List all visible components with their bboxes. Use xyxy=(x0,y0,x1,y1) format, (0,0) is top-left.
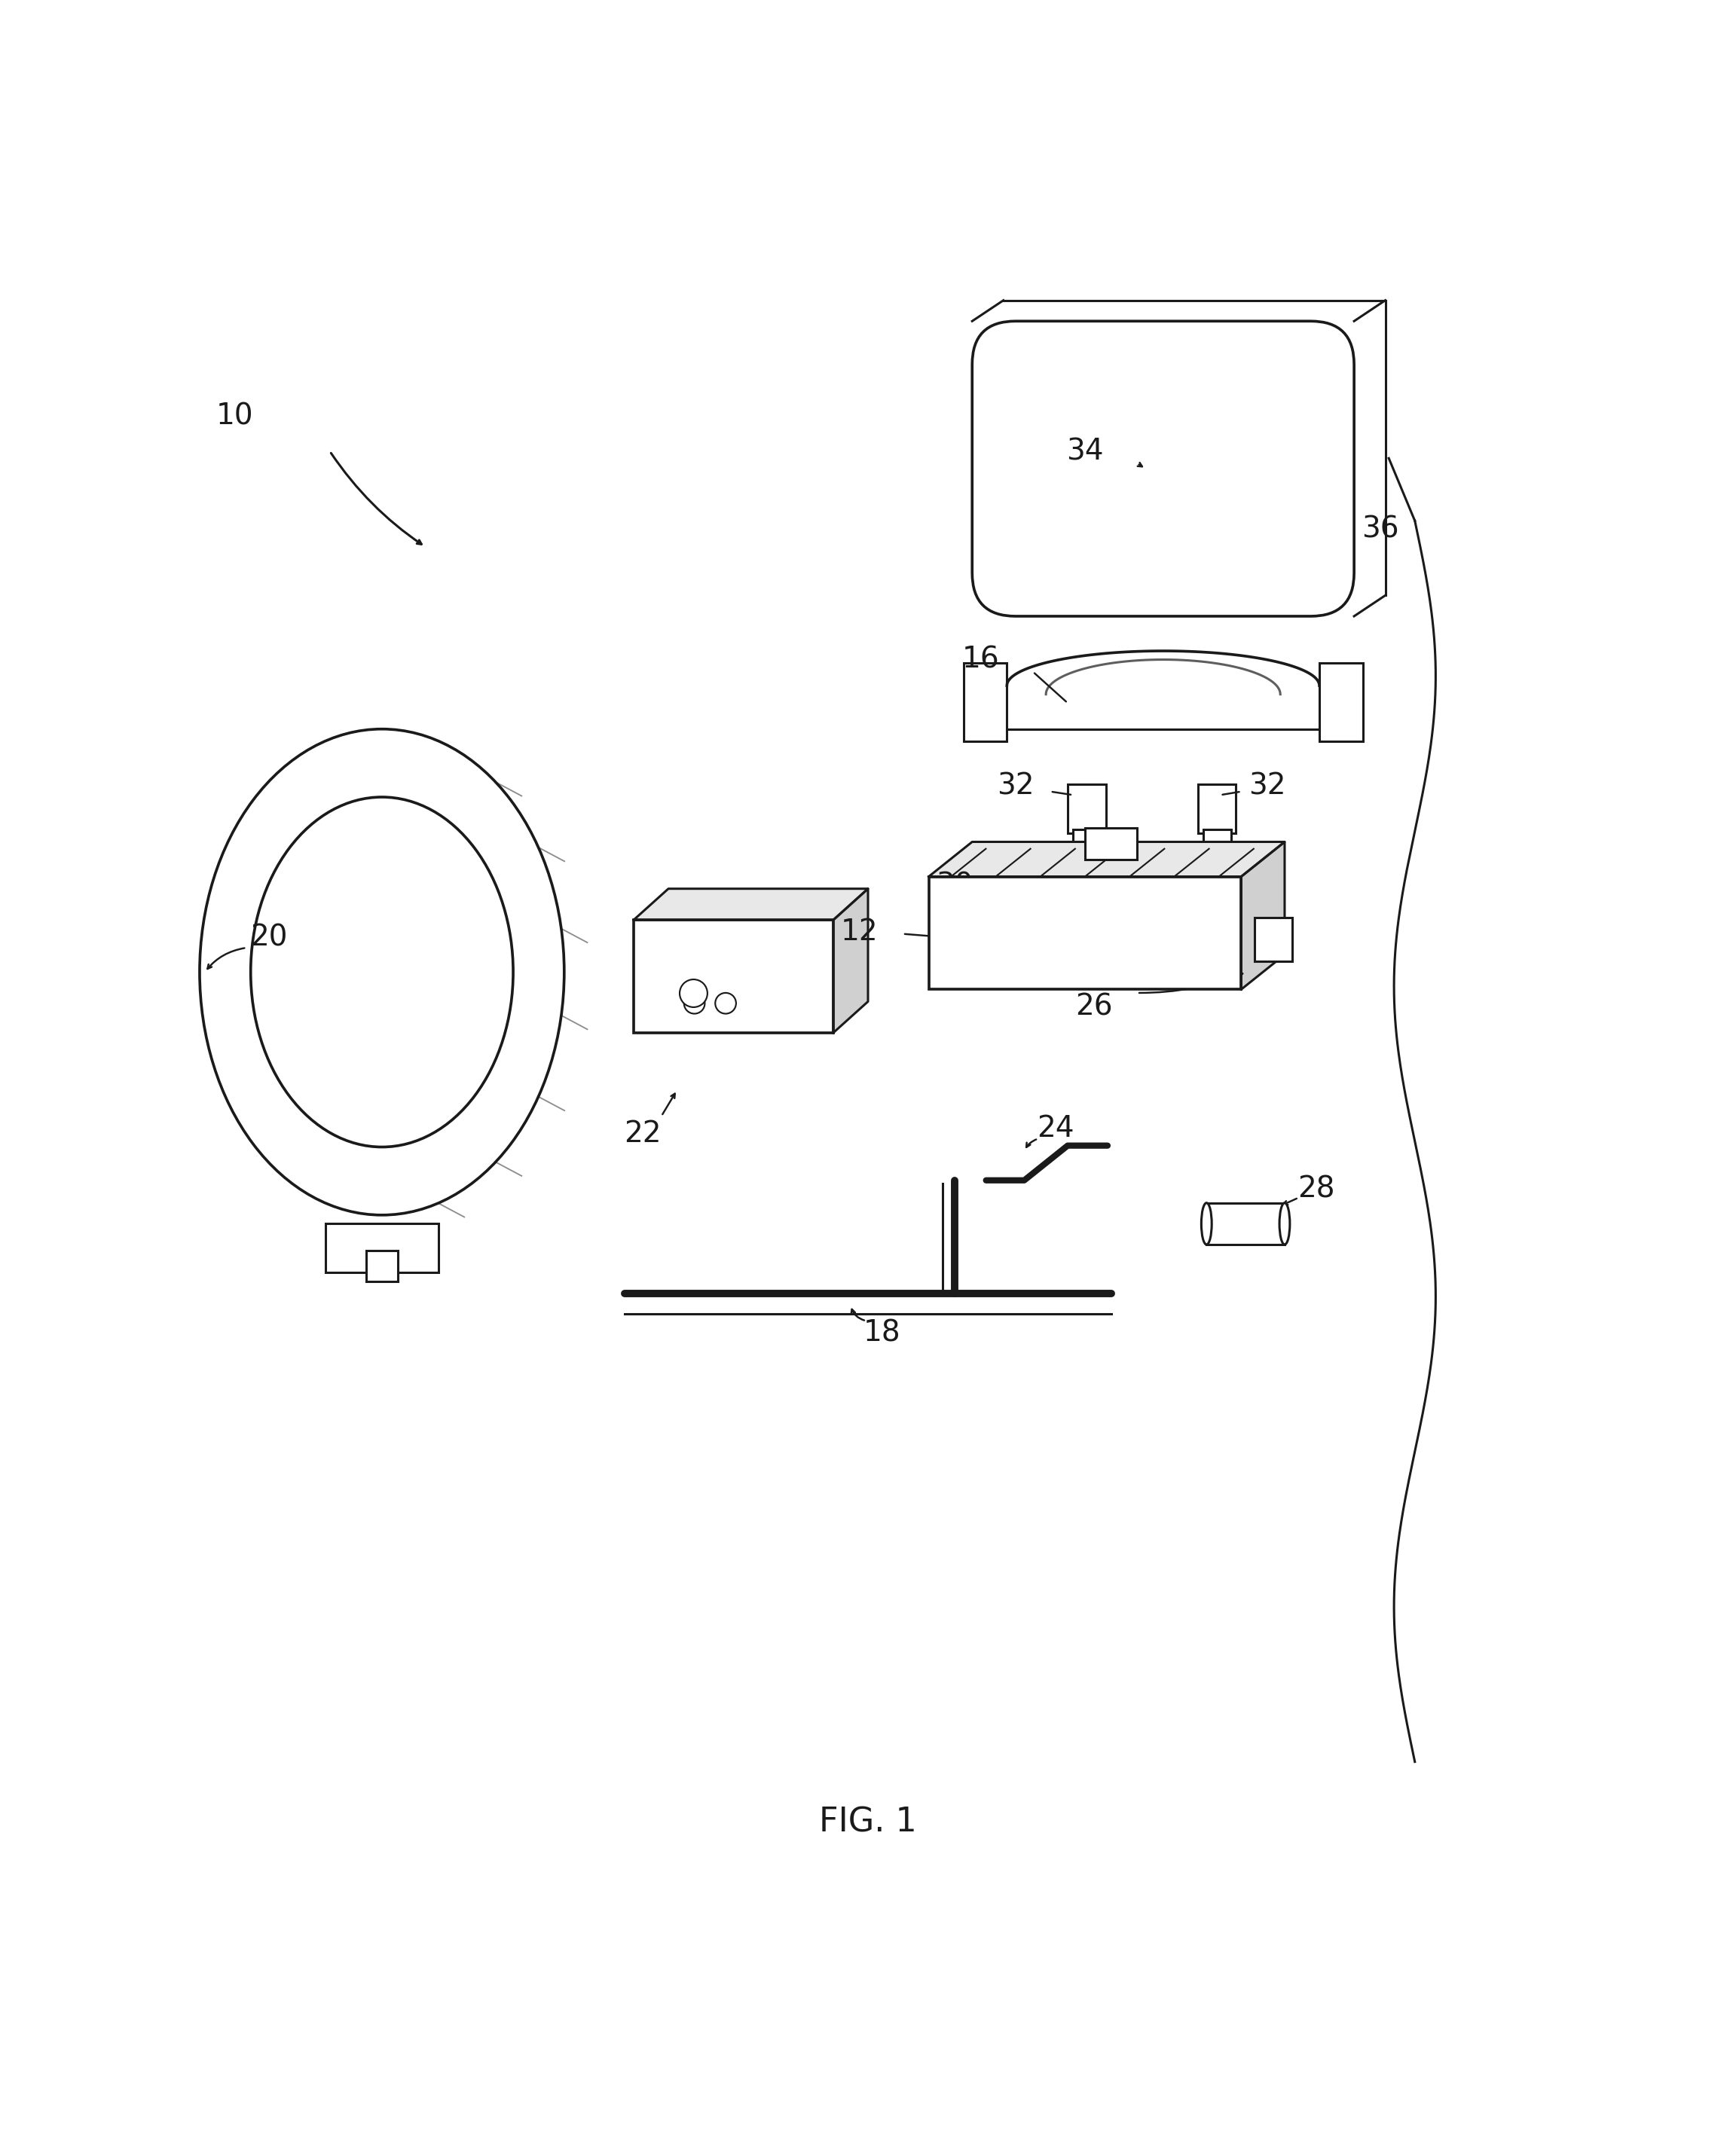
Bar xyxy=(1253,918,1292,961)
Bar xyxy=(634,920,833,1033)
Text: 36: 36 xyxy=(1361,515,1399,544)
Bar xyxy=(1203,831,1231,854)
Text: FIG. 1: FIG. 1 xyxy=(819,1806,917,1838)
Polygon shape xyxy=(1241,841,1285,989)
Ellipse shape xyxy=(200,728,564,1215)
Bar xyxy=(366,1251,398,1281)
Text: 24: 24 xyxy=(1036,1114,1075,1142)
Text: 16: 16 xyxy=(962,645,1000,675)
Bar xyxy=(1198,784,1236,833)
Ellipse shape xyxy=(1279,1202,1290,1245)
Bar xyxy=(929,877,1241,989)
Text: 32: 32 xyxy=(1248,773,1286,801)
Circle shape xyxy=(684,993,705,1014)
Circle shape xyxy=(679,980,707,1008)
Bar xyxy=(1319,664,1363,741)
Ellipse shape xyxy=(250,796,514,1146)
Text: 12: 12 xyxy=(840,918,878,946)
Bar xyxy=(1085,828,1137,858)
Text: 26: 26 xyxy=(1075,993,1113,1021)
Text: 10: 10 xyxy=(215,401,253,431)
Bar xyxy=(326,1223,437,1272)
Polygon shape xyxy=(833,888,868,1033)
Text: 18: 18 xyxy=(863,1319,901,1347)
FancyBboxPatch shape xyxy=(972,320,1354,617)
Bar xyxy=(1068,784,1106,833)
Bar xyxy=(1207,1202,1285,1245)
Polygon shape xyxy=(634,888,868,920)
Text: 20: 20 xyxy=(250,922,288,952)
Ellipse shape xyxy=(1201,1202,1212,1245)
Text: 14: 14 xyxy=(632,976,670,1003)
Polygon shape xyxy=(929,841,1285,877)
Bar xyxy=(1073,831,1101,854)
Text: 34: 34 xyxy=(1066,438,1104,465)
Text: 22: 22 xyxy=(623,1119,661,1149)
Circle shape xyxy=(715,993,736,1014)
Bar xyxy=(963,664,1007,741)
Text: 30: 30 xyxy=(936,871,974,899)
Text: 32: 32 xyxy=(996,773,1035,801)
Text: 28: 28 xyxy=(1297,1174,1335,1204)
